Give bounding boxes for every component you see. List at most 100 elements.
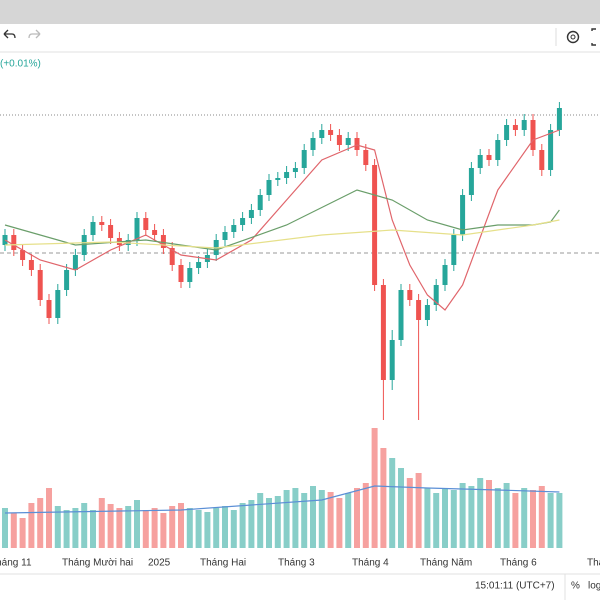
undo-button[interactable]: [3, 29, 16, 39]
redo-button[interactable]: [28, 29, 41, 39]
x-axis-label: Tháng 4: [352, 558, 389, 569]
candle-body: [354, 138, 360, 150]
volume-bar: [530, 490, 536, 548]
volume-bar: [486, 480, 492, 548]
candle-body: [284, 172, 290, 178]
candle-body: [81, 235, 87, 255]
volume-bar: [442, 488, 448, 548]
volume-bar: [134, 500, 140, 548]
x-axis-label: Tháng Năm: [420, 558, 472, 569]
volume-bar: [63, 510, 70, 548]
change-label: (+0.01%): [0, 59, 41, 70]
candle-body: [398, 290, 404, 340]
candle-body: [539, 150, 545, 170]
volume-bar: [380, 448, 387, 548]
volume-bar: [283, 490, 290, 548]
candle-body: [407, 290, 413, 300]
volume-bar: [222, 506, 228, 548]
volume-bar: [406, 478, 413, 548]
volume-bar: [142, 510, 149, 548]
candle-body: [424, 305, 430, 320]
volume-bar: [98, 498, 105, 548]
volume-bar: [116, 508, 123, 548]
log-toggle[interactable]: log: [588, 581, 600, 592]
volume-bar: [415, 473, 422, 548]
volume-bar: [362, 483, 369, 548]
candle-body: [328, 130, 334, 135]
candle-body: [108, 225, 114, 238]
window-frame: [0, 0, 600, 24]
candle-body: [530, 120, 536, 150]
candle-body: [363, 150, 369, 165]
candle-body: [222, 232, 228, 240]
candle-body: [187, 268, 193, 282]
volume-bar: [547, 493, 554, 548]
candle-body: [257, 195, 263, 210]
volume-bar: [239, 503, 246, 548]
toolbar: [0, 24, 600, 52]
volume-bar: [169, 506, 176, 548]
volume-bar: [310, 486, 316, 548]
volume-bar: [345, 493, 352, 548]
candle-body: [336, 135, 342, 145]
x-axis-label: Tháng: [587, 558, 600, 569]
candle-body: [134, 218, 140, 240]
volume-bar: [327, 492, 334, 548]
volume-bar: [81, 503, 88, 548]
volume-bar: [90, 510, 96, 548]
candle-body: [504, 125, 510, 140]
volume-bar: [521, 488, 528, 548]
volume-bar: [424, 488, 431, 548]
candle-body: [266, 180, 272, 195]
candle-body: [548, 130, 554, 170]
candle-body: [196, 262, 202, 268]
volume-bar: [257, 493, 264, 548]
candle-body: [292, 168, 298, 172]
candle-body: [72, 255, 78, 270]
volume-bar: [160, 513, 167, 548]
candle-body: [46, 300, 52, 318]
volume-bar: [459, 483, 466, 548]
candle-body: [37, 270, 43, 300]
volume-bar: [72, 508, 79, 548]
candle-body: [169, 248, 175, 265]
volume-bar: [398, 468, 404, 548]
moving-average: [4, 189, 560, 251]
volume-bar: [10, 513, 17, 548]
volume-bar: [204, 512, 211, 548]
volume-bar: [512, 493, 519, 548]
volume-bar: [477, 478, 484, 548]
candle-body: [477, 155, 483, 168]
volume-bar: [28, 503, 35, 548]
volume-bar: [556, 493, 563, 548]
moving-average: [4, 129, 560, 311]
candle-body: [178, 265, 184, 282]
fullscreen-button[interactable]: [591, 28, 596, 46]
candle-body: [468, 168, 474, 195]
candle-body: [11, 235, 17, 250]
volume-bar: [433, 493, 440, 548]
volume-bar: [178, 503, 184, 548]
volume-bar: [46, 488, 52, 548]
x-axis-label: 2025: [148, 558, 171, 569]
percent-toggle[interactable]: %: [571, 581, 580, 592]
volume-bar: [213, 508, 220, 548]
volume-bar: [354, 488, 360, 548]
volume-bar: [230, 510, 237, 548]
candle-body: [240, 218, 246, 225]
volume-bar: [195, 510, 202, 548]
gear-center: [570, 34, 576, 40]
candle-body: [389, 340, 395, 380]
candle-body: [64, 270, 70, 290]
candle-body: [460, 195, 466, 235]
volume-bar: [494, 488, 501, 548]
candle-body: [442, 265, 448, 285]
status-time: 15:01:11 (UTC+7): [475, 581, 555, 592]
volume-bar: [538, 486, 545, 548]
volume-bar: [266, 498, 272, 548]
volume-bar: [450, 490, 457, 548]
candle-body: [90, 222, 96, 235]
volume-bar: [2, 508, 8, 548]
settings-button[interactable]: [566, 30, 580, 44]
candle-body: [486, 155, 492, 160]
